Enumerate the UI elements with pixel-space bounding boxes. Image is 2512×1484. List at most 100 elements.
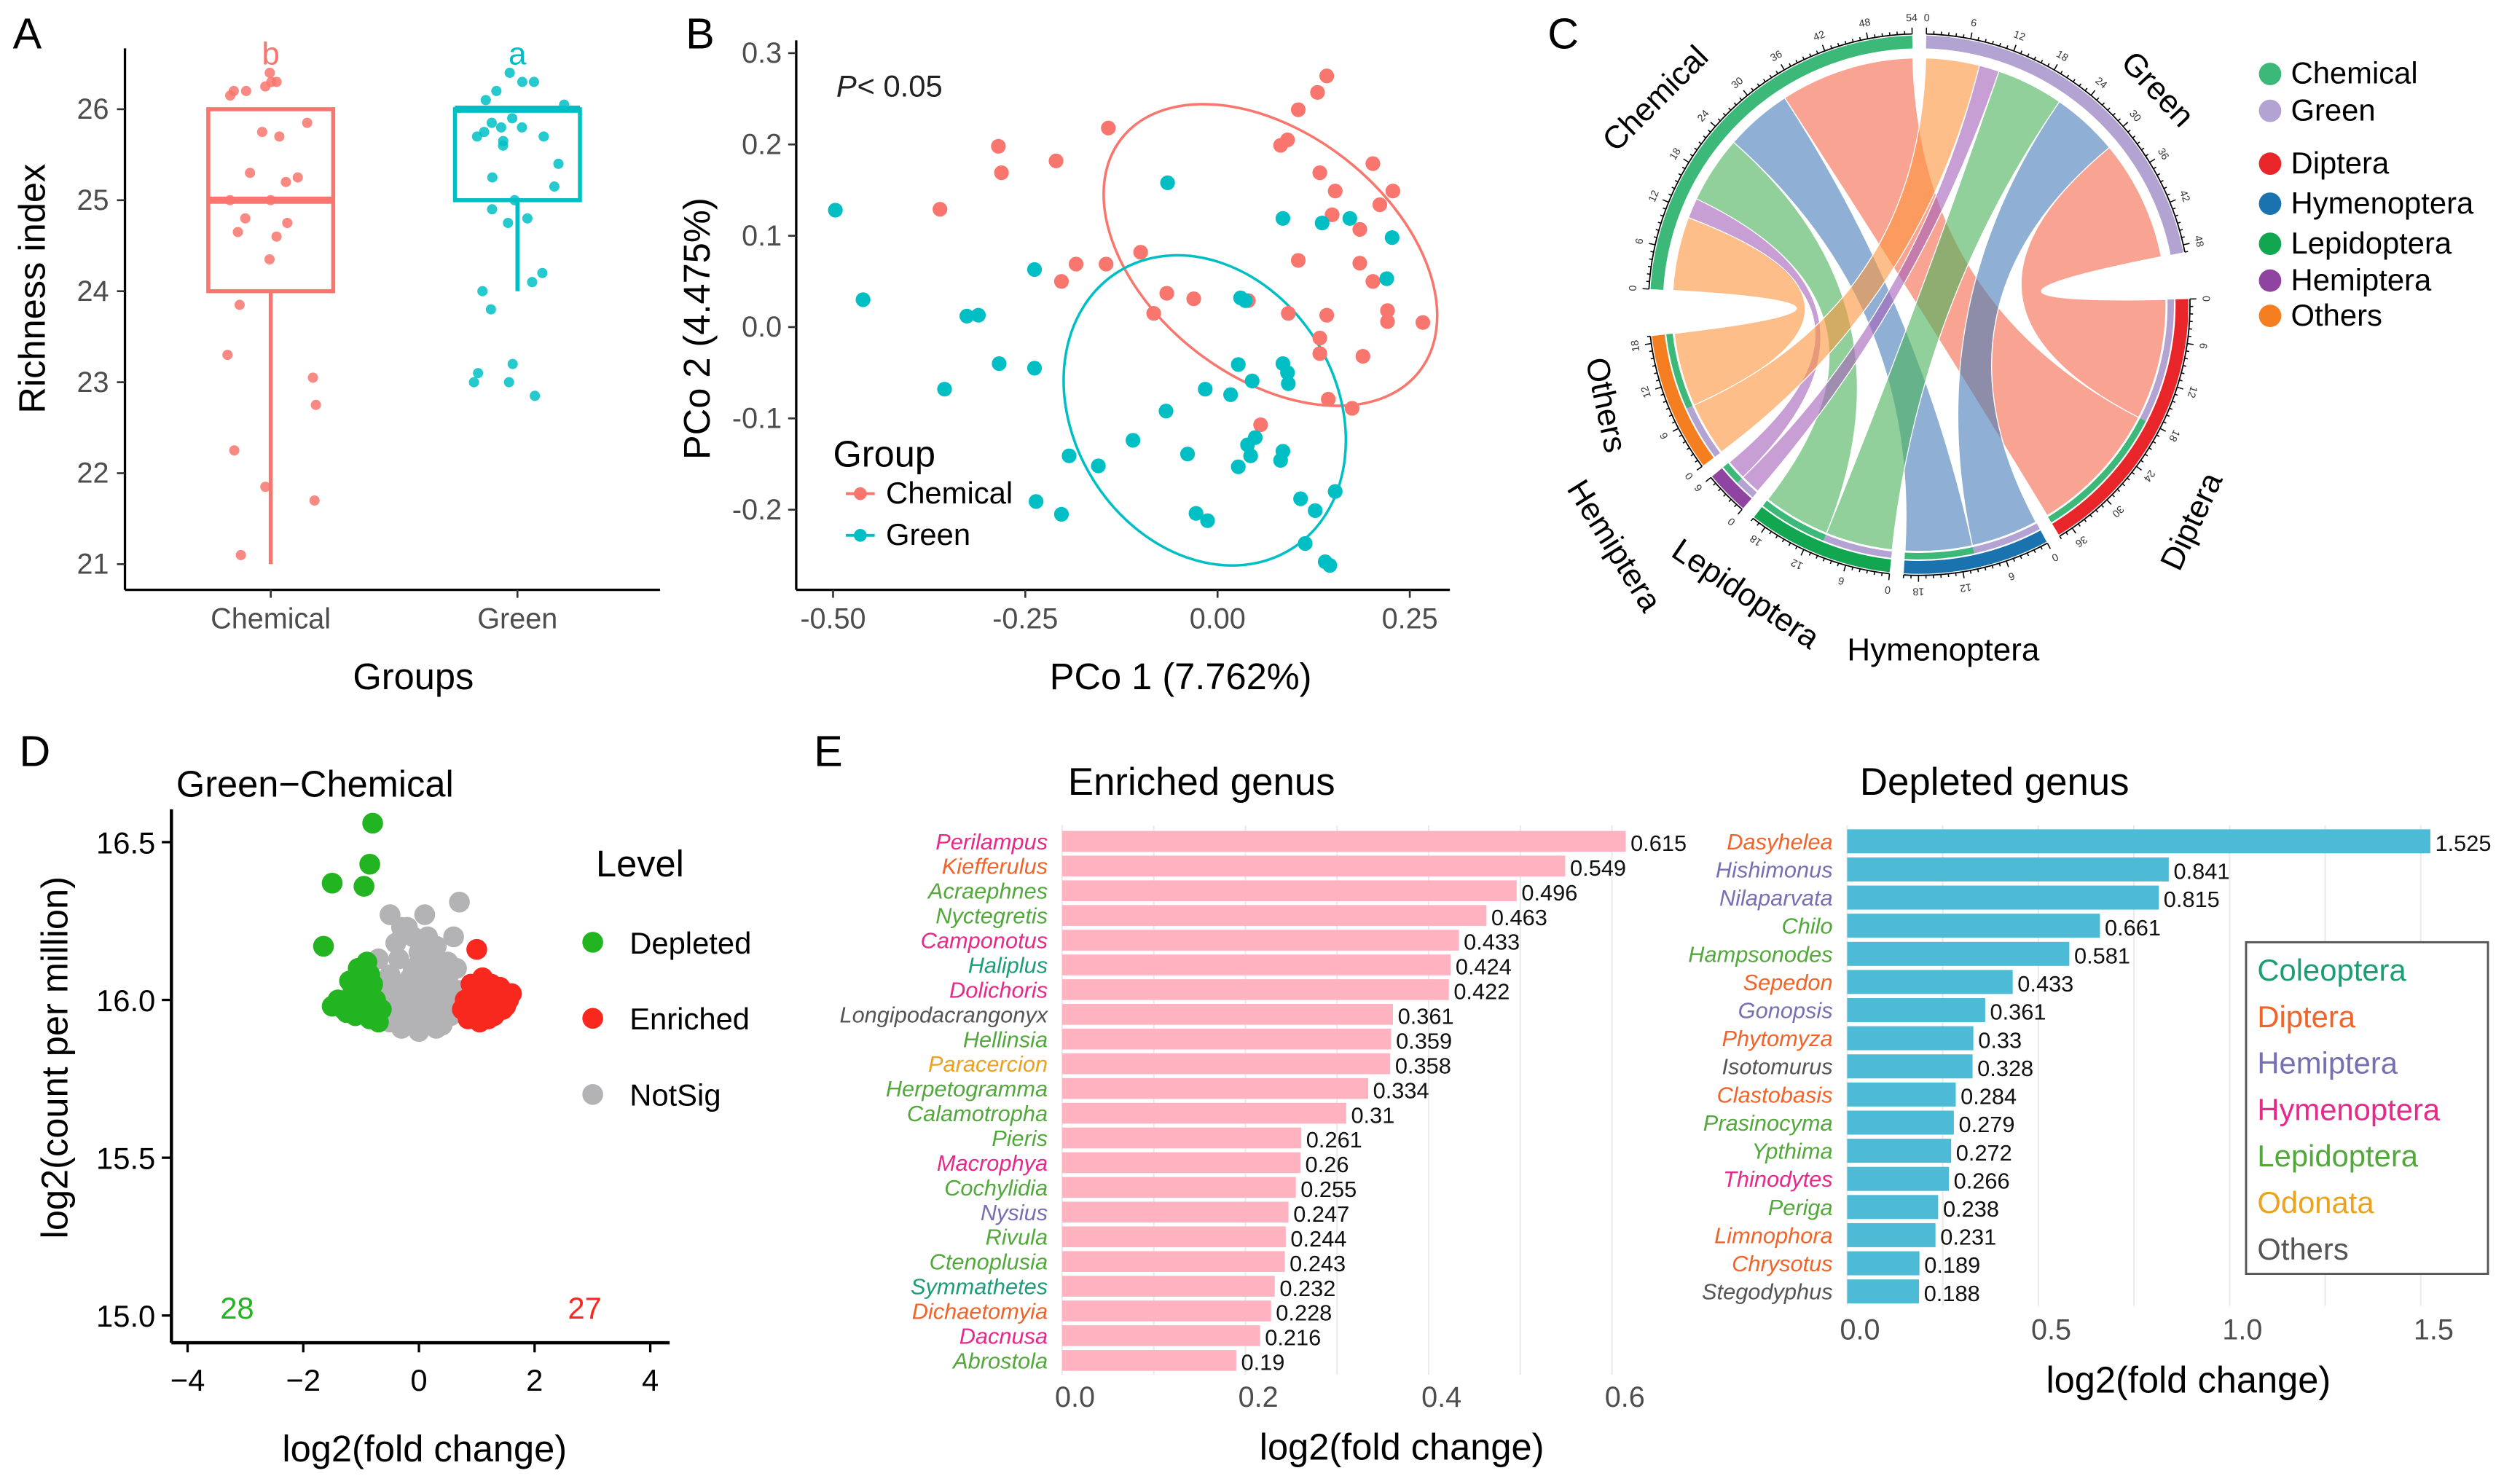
bar-value-label: 0.841 (2173, 859, 2229, 884)
bar-value-label: 0.424 (1456, 954, 1512, 980)
chord-tick (1800, 549, 1805, 556)
legend-label: Enriched (629, 1002, 750, 1036)
data-point (224, 90, 236, 101)
bar (1061, 1325, 1260, 1346)
data-point (229, 445, 240, 456)
bar (1061, 1127, 1302, 1149)
sector-others (1652, 334, 1714, 466)
legend-marker (854, 529, 867, 542)
order-legend-label: Lepidoptera (2257, 1139, 2418, 1173)
data-point-chemical (1273, 138, 1288, 153)
bar (1847, 1054, 1973, 1079)
panel-label-b: B (686, 9, 715, 58)
panel-c-chord: 0 612182430364248061218243036061218061218… (1560, 12, 2474, 667)
x-tick-label: 0.5 (2031, 1314, 2071, 1346)
chord-tick (1706, 476, 1711, 482)
chord-tick-label: 12 (1639, 385, 1654, 399)
data-point-chemical (1310, 85, 1325, 100)
bar (1061, 1251, 1285, 1272)
data-point (522, 213, 533, 224)
data-point-chemical (1048, 153, 1064, 168)
bar (1061, 930, 1459, 951)
genus-label: Kiefferulus (942, 854, 1048, 879)
chord-tick-label: 36 (2073, 533, 2089, 549)
bar (1847, 914, 2100, 938)
bar (1061, 1350, 1236, 1371)
data-point-green (1298, 535, 1313, 551)
bar (1061, 880, 1517, 901)
genus-label: Ctenoplusia (930, 1249, 1048, 1275)
y-tick-label: 0.1 (742, 220, 782, 252)
data-point-depleted (359, 853, 380, 875)
genus-label: Camponotus (921, 928, 1048, 954)
x-tick-label: −2 (286, 1363, 321, 1397)
legend-title: Group (833, 433, 935, 474)
data-point-green (1029, 494, 1044, 509)
data-point (495, 122, 506, 133)
bar-value-label: 0.228 (1276, 1300, 1332, 1326)
x-tick-label: 2 (526, 1363, 543, 1397)
x-tick-label: 0 (410, 1363, 427, 1397)
chord-tick-label: 6 (1658, 431, 1671, 441)
chart-title: Depleted genus (1860, 761, 2130, 804)
chord-tick-label: 0 (2199, 296, 2211, 302)
bar (1847, 1166, 1950, 1191)
data-point (480, 95, 491, 106)
data-point-chemical (1146, 306, 1161, 321)
chord-tick (1655, 386, 1662, 390)
chord-tick (2059, 535, 2062, 540)
chart-title: Green−Chemical (176, 763, 454, 804)
chord-ribbon-green-others (1693, 57, 1980, 453)
order-track-chemical (1762, 500, 1826, 541)
data-point (264, 67, 275, 78)
genus-label: Limnophora (1714, 1222, 1832, 1248)
genus-label: Clastobasis (1717, 1082, 1833, 1107)
chart-title: Enriched genus (1068, 761, 1335, 804)
genus-label: Isotomurus (1722, 1054, 1832, 1080)
genus-label: Hishimonus (1716, 857, 1833, 882)
data-point (280, 176, 291, 187)
data-point-green (1243, 448, 1258, 463)
data-point-green (1027, 361, 1043, 376)
chord-tick-label: 30 (1730, 75, 1746, 91)
data-point (292, 172, 303, 183)
bar-value-label: 0.334 (1373, 1077, 1429, 1103)
data-point-green (1091, 458, 1106, 474)
order-legend-label: Coleoptera (2257, 953, 2406, 987)
genus-label: Dacnusa (959, 1323, 1048, 1348)
chord-ribbon-green-hemiptera (1742, 64, 2000, 492)
data-point-chemical (933, 202, 948, 217)
bar (1061, 1226, 1286, 1248)
data-point (559, 99, 570, 110)
sector-label: Hymenoptera (1847, 632, 2039, 667)
bar-value-label: 0.26 (1306, 1152, 1349, 1177)
bar-value-label: 0.284 (1960, 1084, 2017, 1110)
chord-tick (1683, 158, 1689, 163)
data-point-chemical (1312, 330, 1327, 346)
chord-tick-label: 0 (1726, 515, 1738, 527)
data-point (240, 85, 251, 96)
y-tick-label: 0.3 (742, 37, 782, 69)
data-point (538, 131, 549, 142)
chord-tick (2159, 428, 2167, 432)
bar-value-label: 0.231 (1940, 1225, 1996, 1250)
x-tick-label: Green (477, 602, 557, 635)
chord-tick-label: 12 (1646, 189, 1662, 204)
genus-label: Macrophya (937, 1150, 1048, 1176)
legend-marker (582, 1008, 603, 1029)
bar-value-label: 0.238 (1943, 1196, 1999, 1222)
bar-value-label: 0.272 (1956, 1140, 2012, 1166)
genus-label: Dolichoris (949, 977, 1048, 1002)
data-point (234, 299, 245, 310)
bar (1061, 1077, 1369, 1099)
chord-tick-label: 18 (2054, 48, 2071, 64)
confidence-ellipse-green (1062, 254, 1348, 567)
genus-label: Sepedon (1743, 970, 1832, 995)
bar (1061, 1028, 1392, 1050)
data-point (232, 227, 243, 237)
bar (1061, 1201, 1289, 1223)
genus-label: Haliplus (968, 952, 1048, 978)
data-point-notsig (443, 926, 464, 948)
order-track-chemical (1666, 333, 1693, 409)
